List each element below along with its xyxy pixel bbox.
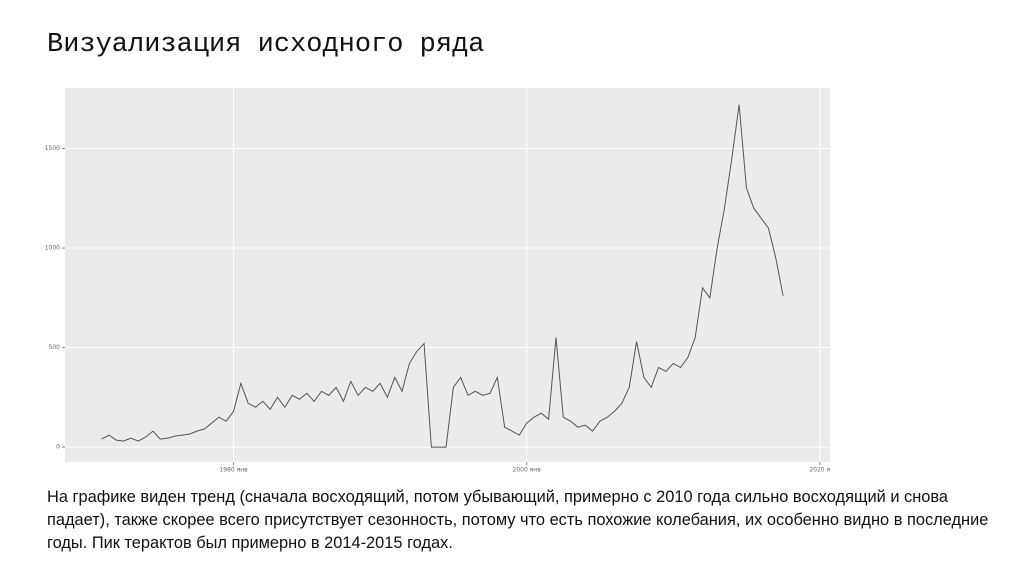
- y-tick-label: 1500: [45, 145, 60, 152]
- slide-body: На графике виден тренд (сначала восходящ…: [47, 488, 989, 552]
- slide-title: Визуализация исходного ряда: [47, 30, 485, 60]
- x-tick-label: 2020 я: [809, 467, 830, 474]
- x-tick-label: 2000 янв: [513, 467, 542, 474]
- y-tick-label: 1000: [45, 245, 60, 252]
- y-tick-label: 500: [49, 344, 61, 351]
- x-tick-label: 1980 янв: [219, 467, 248, 474]
- panel: [65, 88, 830, 462]
- y-tick-label: 0: [56, 444, 60, 451]
- series-line: [101, 104, 784, 448]
